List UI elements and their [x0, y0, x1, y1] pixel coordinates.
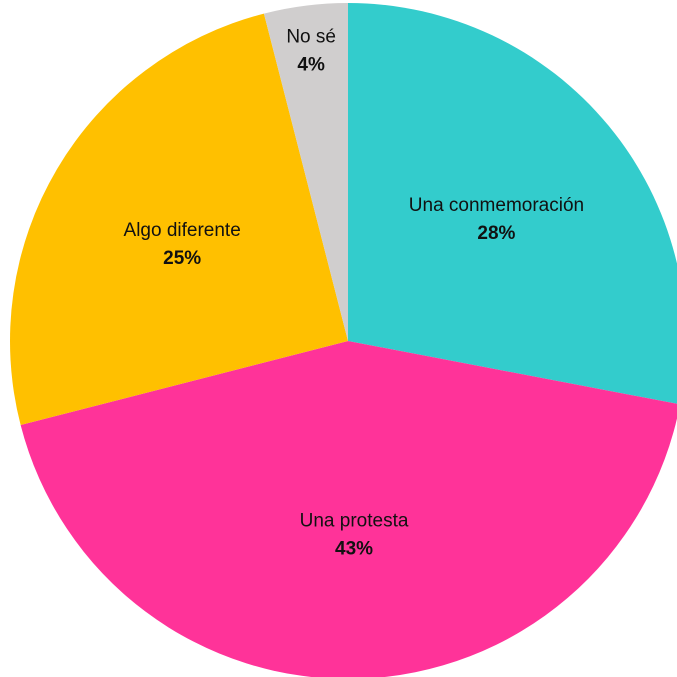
slice-value: 28%	[477, 223, 515, 244]
pie-slice	[9, 13, 349, 426]
slice-label: Algo diferente	[124, 220, 241, 241]
slice-value: 25%	[163, 248, 201, 269]
slice-label: Una protesta	[300, 511, 409, 532]
pie-slice	[20, 341, 677, 677]
pie-slice	[348, 3, 677, 404]
slice-value: 43%	[335, 539, 373, 560]
slice-value: 4%	[297, 54, 325, 75]
slice-label: No sé	[286, 26, 336, 47]
pie-slice	[263, 3, 348, 341]
slice-label: Una conmemoración	[409, 195, 584, 216]
